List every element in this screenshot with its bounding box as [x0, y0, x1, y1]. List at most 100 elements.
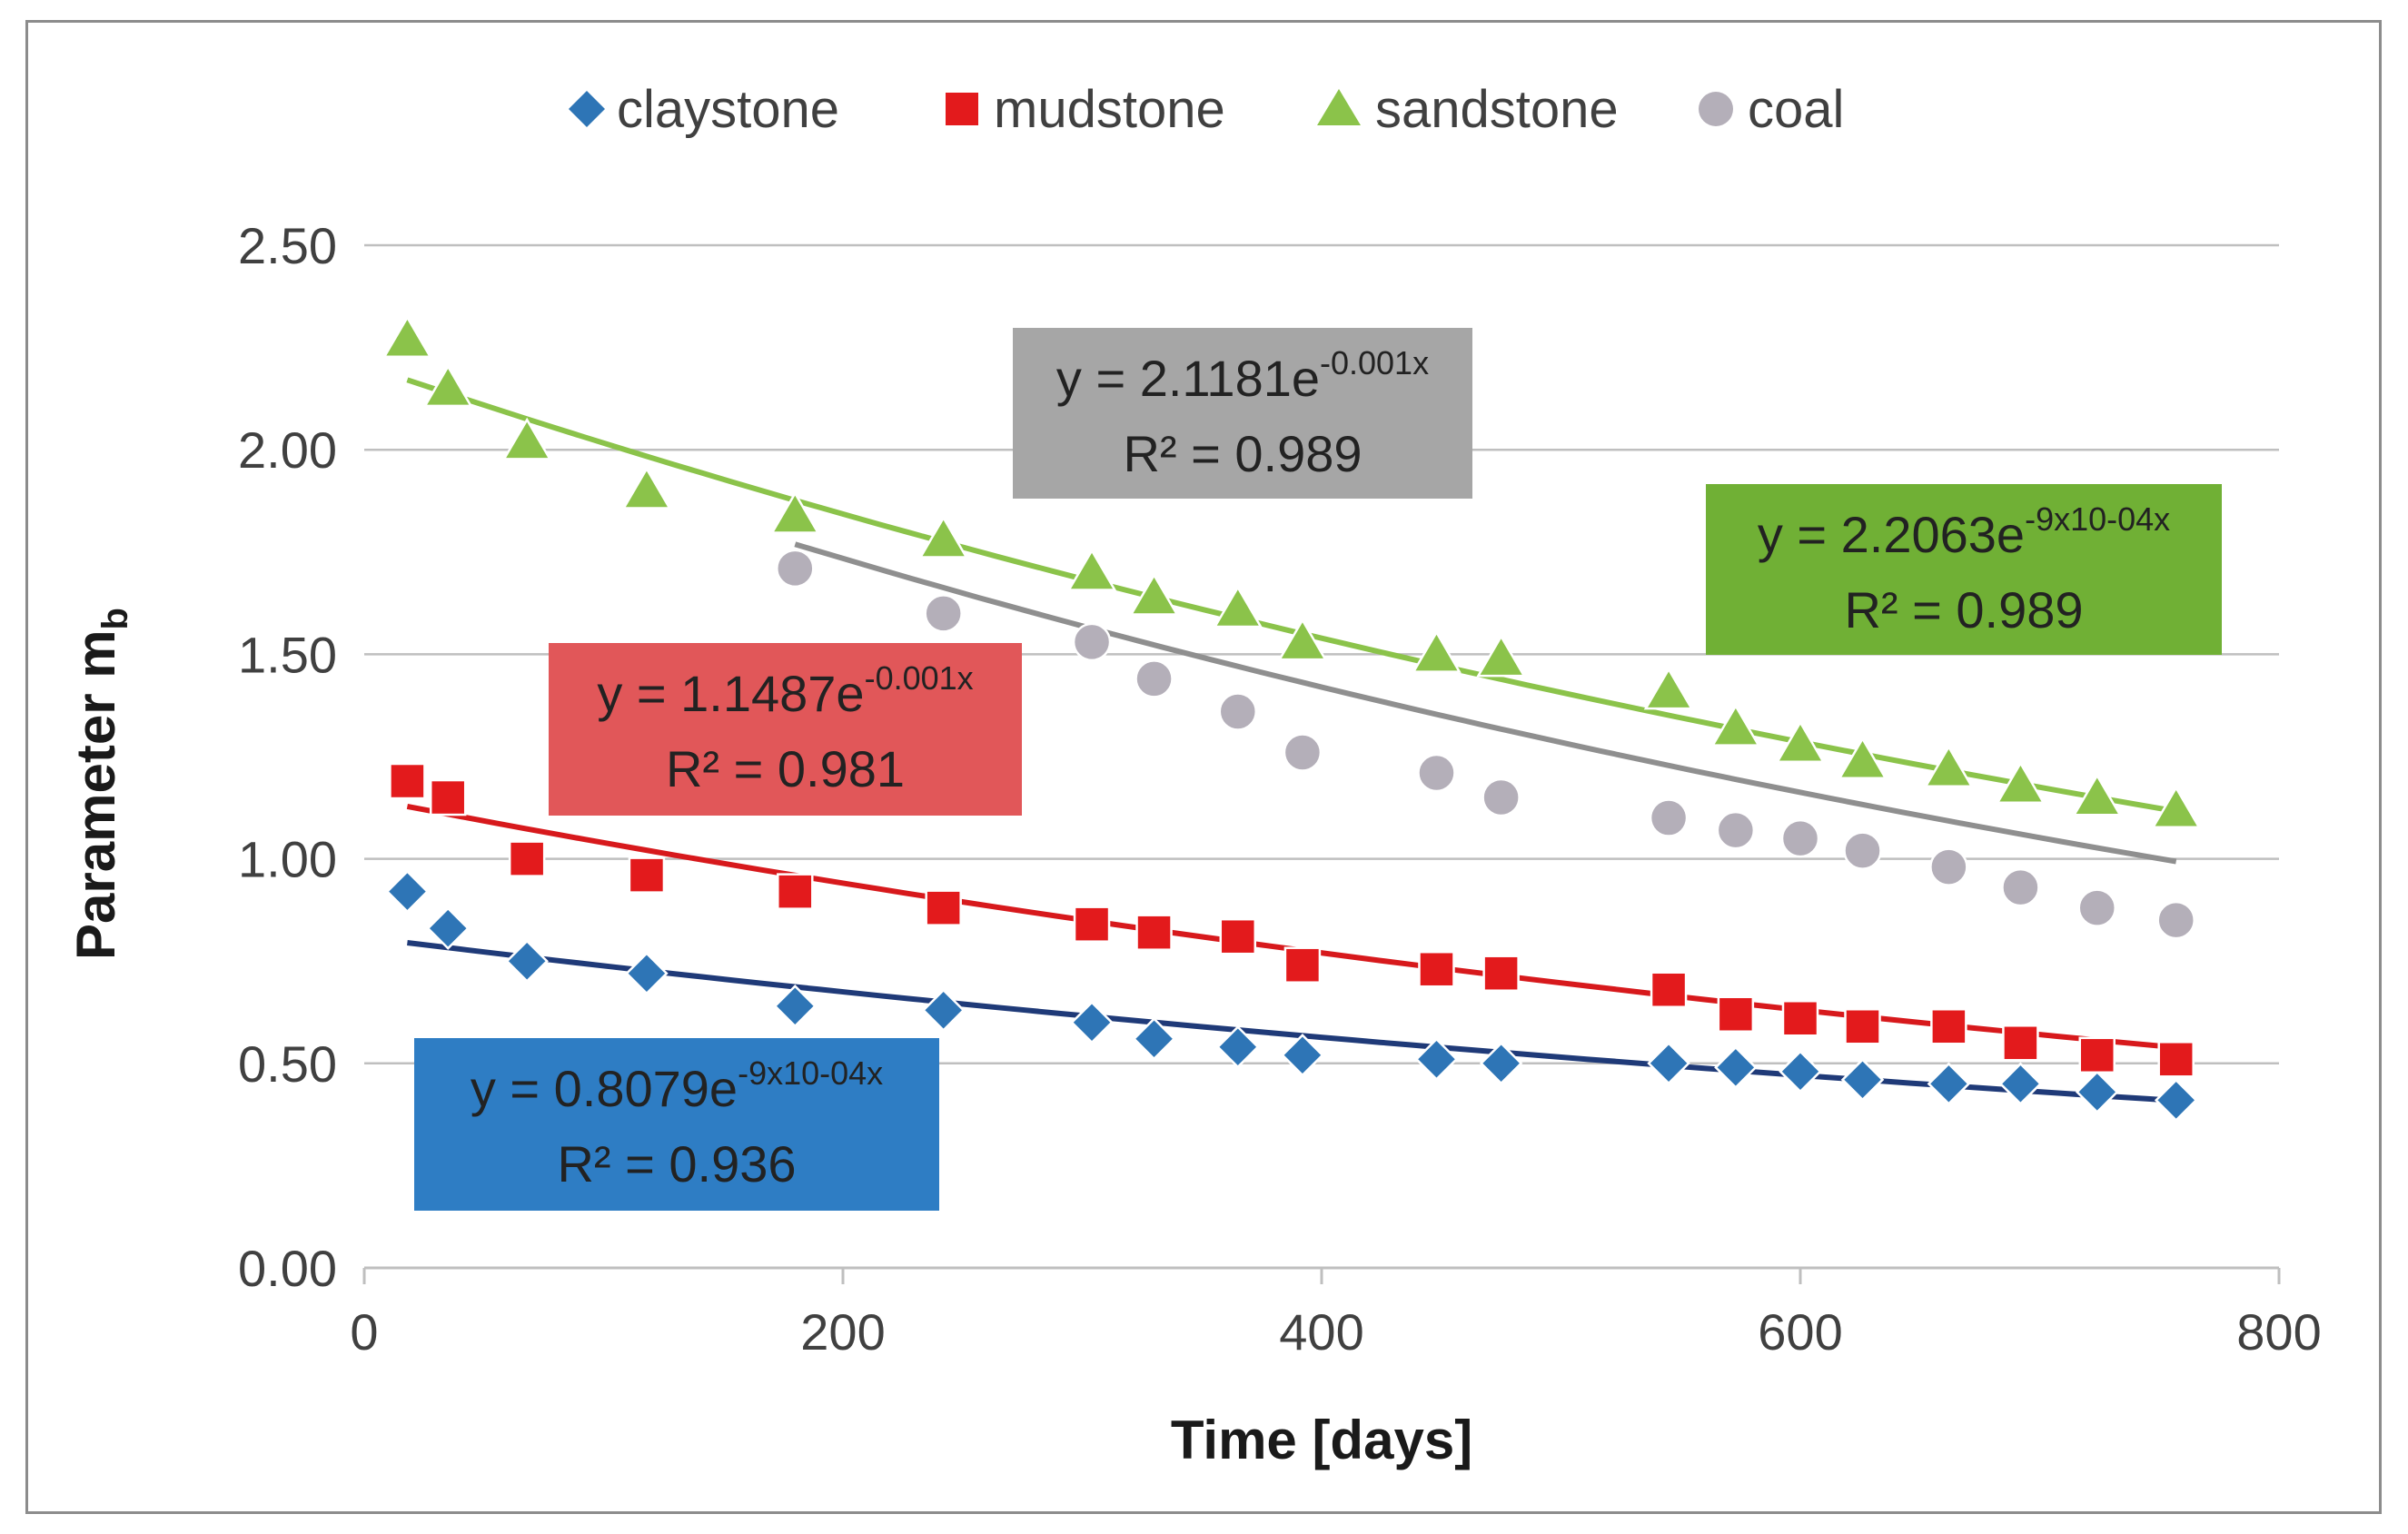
- sandstone-point: [1838, 737, 1888, 779]
- coal-point: [1649, 798, 1689, 837]
- mudstone-equation-exponent: -0.001x: [865, 659, 974, 697]
- claystone-point: [426, 906, 470, 950]
- coal-equation-main: y = 2.1181e: [1056, 350, 1320, 407]
- legend-label-mudstone: mudstone: [994, 80, 1225, 139]
- mudstone-point: [1135, 914, 1173, 951]
- mudstone-point: [1717, 995, 1755, 1034]
- legend: claystone mudstone sandstone coal: [569, 80, 1844, 139]
- claystone-point: [2075, 1070, 2119, 1114]
- coal-point: [1481, 777, 1521, 817]
- claystone-point: [2154, 1078, 2198, 1123]
- sandstone-point: [1996, 761, 2046, 804]
- sandstone-equation-main: y = 2.2063e: [1758, 506, 2025, 563]
- legend-item-sandstone: sandstone: [1317, 80, 1619, 139]
- marker-layer: [382, 315, 2202, 1123]
- x-tick-label: 800: [2236, 1303, 2321, 1361]
- mudstone-point: [2002, 1024, 2039, 1062]
- coal-r2-text: R² = 0.989: [1123, 425, 1362, 482]
- sandstone-point: [621, 466, 672, 510]
- coal-point: [776, 549, 815, 589]
- chart-frame: 0.00 0.50 1.00 1.50 2.00 2.50 0 200 400 600 800 y …: [25, 20, 2382, 1514]
- claystone-point: [1132, 1017, 1176, 1061]
- claystone-point: [773, 984, 818, 1028]
- y-axis-title-subscript: b: [95, 608, 135, 629]
- coal-point: [1843, 831, 1882, 870]
- mudstone-point: [1219, 917, 1257, 955]
- mudstone-point: [1650, 971, 1688, 1008]
- mudstone-point: [429, 778, 467, 816]
- claystone-point: [1414, 1037, 1459, 1082]
- claystone-equation-exponent: -9x10-04x: [738, 1054, 883, 1092]
- mudstone-equation-text: y = 1.1487e-0.001x: [597, 659, 973, 722]
- coal-point: [1283, 733, 1323, 772]
- sandstone-point: [1066, 548, 1117, 591]
- y-tick-label: 0.50: [238, 1035, 337, 1093]
- claystone-point: [1714, 1045, 1758, 1090]
- x-tick-label: 200: [800, 1303, 885, 1361]
- coal-point: [2156, 900, 2195, 940]
- coal-point: [2077, 888, 2116, 927]
- claystone-point: [921, 988, 966, 1033]
- claystone-r2-text: R² = 0.936: [557, 1135, 796, 1193]
- y-tick-label: 2.50: [238, 217, 337, 274]
- claystone-point: [1281, 1034, 1324, 1077]
- coal-point: [1929, 847, 1968, 886]
- sandstone-point: [1775, 720, 1826, 763]
- y-tick-label: 1.50: [238, 626, 337, 683]
- sandstone-point: [1643, 667, 1694, 710]
- sandstone-point: [2072, 773, 2123, 816]
- y-axis-title-main: Parameter m: [65, 629, 126, 960]
- sandstone-equation-exponent: -9x10-04x: [2025, 500, 2170, 538]
- mudstone-point: [2157, 1041, 2195, 1078]
- sandstone-point: [1923, 745, 1974, 787]
- mudstone-trendline: [406, 803, 2176, 1051]
- claystone-point: [1998, 1062, 2043, 1106]
- legend-marker-mudstone: [946, 93, 978, 125]
- claystone-equation-box: y = 0.8079e-9x10-04x R² = 0.936: [414, 1038, 939, 1211]
- y-tick-label: 1.00: [238, 831, 337, 888]
- sandstone-point: [2151, 786, 2202, 829]
- claystone-point: [1647, 1042, 1690, 1085]
- x-axis-title: Time [days]: [1171, 1410, 1472, 1470]
- legend-label-sandstone: sandstone: [1375, 80, 1619, 139]
- sandstone-point: [1213, 585, 1263, 628]
- mudstone-point: [1283, 946, 1322, 984]
- claystone-point: [1840, 1058, 1885, 1102]
- sandstone-equation-box-bg: [1706, 484, 2222, 655]
- mudstone-point: [1930, 1008, 1967, 1045]
- coal-point: [2001, 867, 2040, 907]
- coal-point: [1218, 692, 1258, 731]
- mudstone-point: [1781, 1000, 1819, 1037]
- mudstone-point: [1482, 955, 1520, 992]
- x-tick-label: 0: [350, 1303, 378, 1361]
- x-tick-label: 400: [1279, 1303, 1363, 1361]
- legend-item-coal: coal: [1699, 80, 1844, 139]
- mudstone-r2-text: R² = 0.981: [666, 740, 905, 797]
- mudstone-point: [2078, 1036, 2116, 1074]
- claystone-point: [1070, 1000, 1114, 1044]
- y-tick-label: 0.00: [238, 1240, 337, 1297]
- sandstone-point: [1412, 629, 1462, 673]
- coal-trendline: [794, 541, 2177, 865]
- coal-equation-text: y = 2.1181e-0.001x: [1056, 344, 1429, 407]
- legend-item-mudstone: mudstone: [946, 80, 1225, 139]
- y-axis-title: Parameter mb: [65, 608, 135, 960]
- sandstone-point: [382, 315, 432, 359]
- claystone-point: [1216, 1025, 1260, 1069]
- claystone-point: [625, 951, 669, 995]
- axis-layer: 0.00 0.50 1.00 1.50 2.00 2.50 0 200 400 600 800: [238, 217, 2322, 1361]
- coal-equation-exponent: -0.001x: [1320, 344, 1429, 381]
- sandstone-point: [769, 490, 820, 534]
- mudstone-equation-box: y = 1.1487e-0.001x R² = 0.981: [549, 643, 1022, 816]
- mudstone-point: [1844, 1008, 1881, 1045]
- mudstone-point: [389, 762, 426, 800]
- sandstone-point: [1476, 634, 1527, 678]
- claystone-point: [385, 869, 430, 914]
- legend-label-claystone: claystone: [617, 80, 839, 139]
- x-tick-label: 600: [1758, 1303, 1842, 1361]
- claystone-point: [505, 939, 549, 983]
- coal-point: [1716, 810, 1756, 850]
- sandstone-point: [918, 515, 969, 559]
- legend-marker-sandstone: [1317, 89, 1361, 125]
